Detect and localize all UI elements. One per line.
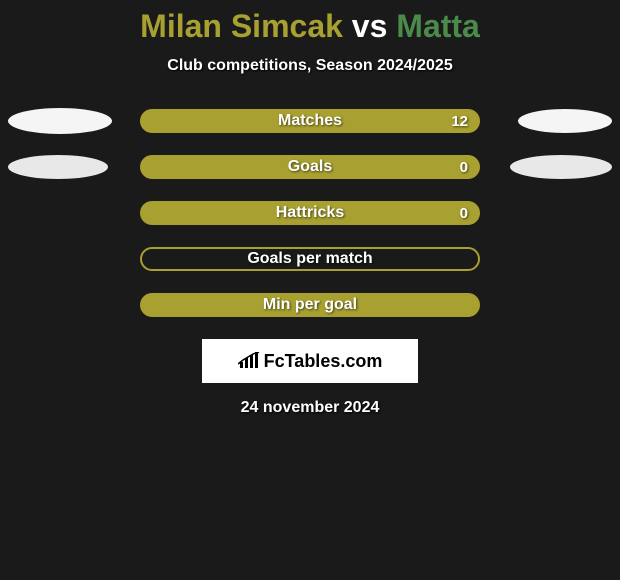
stat-bar: Goals 0 — [140, 155, 480, 179]
stat-row: Matches 12 — [0, 109, 620, 133]
title-vs: vs — [352, 8, 388, 44]
bar-chart-icon — [238, 352, 260, 370]
avatar-ellipse-left — [8, 155, 108, 179]
stat-row: Hattricks 0 — [0, 201, 620, 225]
stat-label: Goals per match — [247, 250, 372, 268]
stat-rows: Matches 12 Goals 0 Hattricks 0 Goals per match… — [0, 109, 620, 317]
logo-box[interactable]: FcTables.com — [202, 339, 418, 383]
stat-bar: Matches 12 — [140, 109, 480, 133]
stat-label: Matches — [278, 112, 342, 130]
stat-bar: Min per goal — [140, 293, 480, 317]
avatar-ellipse-left — [8, 108, 112, 134]
stat-value: 0 — [460, 205, 468, 222]
stat-label: Hattricks — [276, 204, 344, 222]
subtitle: Club competitions, Season 2024/2025 — [0, 57, 620, 75]
stat-row: Goals 0 — [0, 155, 620, 179]
date-label: 24 november 2024 — [0, 399, 620, 417]
stat-row: Min per goal — [0, 293, 620, 317]
stat-bar: Hattricks 0 — [140, 201, 480, 225]
title-player2: Matta — [396, 8, 480, 44]
stat-value: 0 — [460, 159, 468, 176]
stat-bar: Goals per match — [140, 247, 480, 271]
comparison-widget: Milan Simcak vs Matta Club competitions,… — [0, 0, 620, 417]
stat-label: Goals — [288, 158, 332, 176]
avatar-ellipse-right — [518, 109, 612, 133]
stat-label: Min per goal — [263, 296, 357, 314]
stat-value: 12 — [451, 113, 468, 130]
title-player1: Milan Simcak — [140, 8, 343, 44]
logo-text: FcTables.com — [264, 351, 383, 372]
avatar-ellipse-right — [510, 155, 612, 179]
page-title: Milan Simcak vs Matta — [0, 8, 620, 45]
stat-row: Goals per match — [0, 247, 620, 271]
logo: FcTables.com — [238, 351, 383, 372]
